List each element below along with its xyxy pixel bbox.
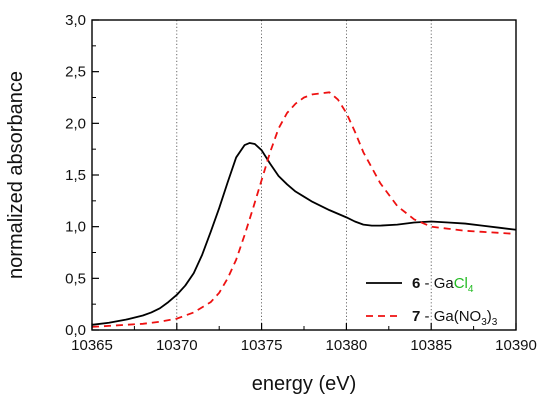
axis-ticks	[91, 19, 517, 331]
x-tick-labels: 10365 10370 10375 10380 10385 10390	[71, 337, 537, 354]
x-tick-label: 10385	[410, 337, 452, 354]
series-line-1	[91, 142, 517, 326]
x-axis-title: energy (eV)	[252, 373, 357, 395]
legend-label-1: 6 - GaCl4	[412, 275, 474, 295]
y-tick-label: 2,0	[65, 115, 86, 132]
y-axis-title: normalized absorbance	[5, 71, 27, 279]
y-tick-label: 2,5	[65, 64, 86, 81]
y-tick-label: 3,0	[65, 12, 86, 29]
y-tick-label: 0,0	[65, 322, 86, 339]
x-tick-label: 10380	[326, 337, 368, 354]
series-line-2	[91, 91, 517, 328]
y-tick-labels: 0,0 0,5 1,0 1,5 2,0 2,5 3,0	[65, 12, 86, 339]
x-tick-label: 10375	[241, 337, 283, 354]
x-tick-label: 10390	[495, 337, 537, 354]
y-tick-label: 1,5	[65, 167, 86, 184]
x-tick-label: 10370	[156, 337, 198, 354]
vertical-gridlines	[176, 20, 432, 330]
y-tick-label: 0,5	[65, 270, 86, 287]
legend: 6 - GaCl4 7 - Ga(NO3)3	[366, 275, 498, 328]
x-tick-label: 10365	[71, 337, 113, 354]
y-tick-label: 1,0	[65, 219, 86, 236]
series-layer	[91, 91, 517, 328]
legend-label-2: 7 - Ga(NO3)3	[412, 308, 498, 328]
